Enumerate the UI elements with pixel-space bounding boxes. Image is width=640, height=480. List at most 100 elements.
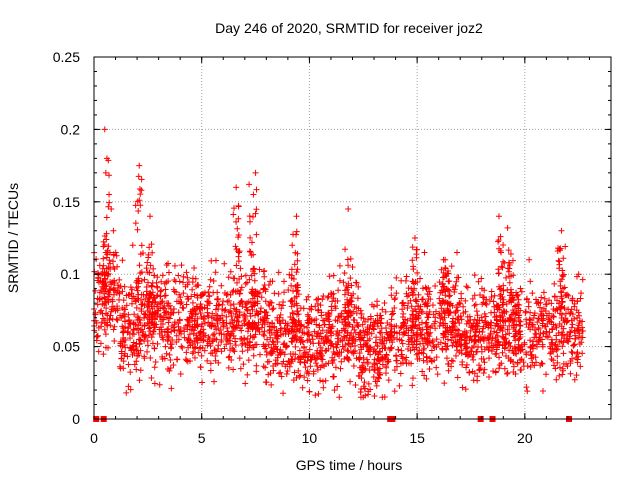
data-point — [556, 372, 563, 379]
data-point — [579, 334, 586, 341]
data-point — [288, 338, 295, 345]
data-point — [345, 206, 352, 213]
data-point — [130, 320, 137, 327]
data-point — [151, 345, 158, 352]
x-tick-label: 20 — [517, 430, 533, 446]
data-point — [345, 262, 352, 269]
data-point — [556, 265, 563, 272]
data-point — [121, 306, 128, 313]
data-point — [165, 325, 172, 332]
data-point — [261, 273, 268, 280]
data-point — [540, 330, 547, 337]
data-point — [157, 305, 164, 312]
data-point — [442, 299, 449, 306]
data-point — [521, 339, 528, 346]
data-point — [502, 344, 509, 351]
data-point — [391, 323, 398, 330]
data-point — [545, 314, 552, 321]
data-point — [463, 340, 470, 347]
data-point — [417, 303, 424, 310]
data-point — [287, 351, 294, 358]
data-point — [577, 363, 584, 370]
data-point — [503, 370, 510, 377]
data-point — [106, 291, 113, 298]
data-point — [536, 334, 543, 341]
data-point — [398, 347, 405, 354]
data-point — [98, 323, 105, 330]
data-point — [419, 296, 426, 303]
data-point — [504, 224, 511, 231]
data-point — [356, 329, 363, 336]
data-point — [345, 299, 352, 306]
data-point — [289, 309, 296, 316]
data-point — [398, 324, 405, 331]
data-point — [537, 362, 544, 369]
data-point — [141, 302, 148, 309]
data-point — [270, 367, 277, 374]
data-point — [255, 319, 262, 326]
data-point — [151, 299, 158, 306]
data-point — [270, 339, 277, 346]
data-point — [148, 303, 155, 310]
data-point — [424, 314, 431, 321]
data-point — [445, 312, 452, 319]
data-point — [376, 348, 383, 355]
data-point — [479, 317, 486, 324]
data-point — [265, 371, 272, 378]
data-point — [352, 347, 359, 354]
data-point — [399, 314, 406, 321]
data-point — [185, 317, 192, 324]
data-point — [135, 322, 142, 329]
data-point — [240, 361, 247, 368]
data-point — [212, 269, 219, 276]
data-point — [530, 354, 537, 361]
data-point — [111, 323, 118, 330]
data-point — [248, 272, 255, 279]
data-point — [572, 335, 579, 342]
data-point — [546, 318, 553, 325]
data-point — [249, 239, 256, 246]
data-point — [463, 364, 470, 371]
data-point — [405, 285, 412, 292]
data-point — [455, 338, 462, 345]
data-point — [345, 340, 352, 347]
data-point — [484, 335, 491, 342]
data-point — [442, 256, 449, 263]
data-point — [493, 329, 500, 336]
data-point — [279, 317, 286, 324]
data-point — [336, 314, 343, 321]
data-point — [311, 317, 318, 324]
data-point — [549, 326, 556, 333]
data-point — [305, 293, 312, 300]
x-tick-label: 10 — [302, 430, 318, 446]
data-point — [165, 300, 172, 307]
data-point — [305, 319, 312, 326]
data-point — [561, 335, 568, 342]
data-point — [288, 358, 295, 365]
data-point — [448, 357, 455, 364]
data-point — [162, 343, 169, 350]
data-point — [477, 291, 484, 298]
data-point — [191, 344, 198, 351]
data-point — [301, 359, 308, 366]
data-point — [394, 336, 401, 343]
data-point — [492, 351, 499, 358]
data-point — [540, 305, 547, 312]
data-point — [144, 259, 151, 266]
data-point — [551, 280, 558, 287]
data-point — [548, 325, 555, 332]
data-point — [137, 297, 144, 304]
data-point — [336, 349, 343, 356]
data-point — [252, 331, 259, 338]
data-point — [411, 235, 418, 241]
data-point — [566, 333, 573, 340]
data-point — [294, 326, 301, 333]
data-point — [294, 308, 301, 315]
data-point — [568, 306, 575, 313]
data-point — [159, 304, 166, 311]
data-point — [184, 326, 191, 333]
data-point — [442, 292, 449, 299]
data-point — [280, 330, 287, 337]
data-point — [493, 350, 500, 357]
data-point — [548, 356, 555, 363]
